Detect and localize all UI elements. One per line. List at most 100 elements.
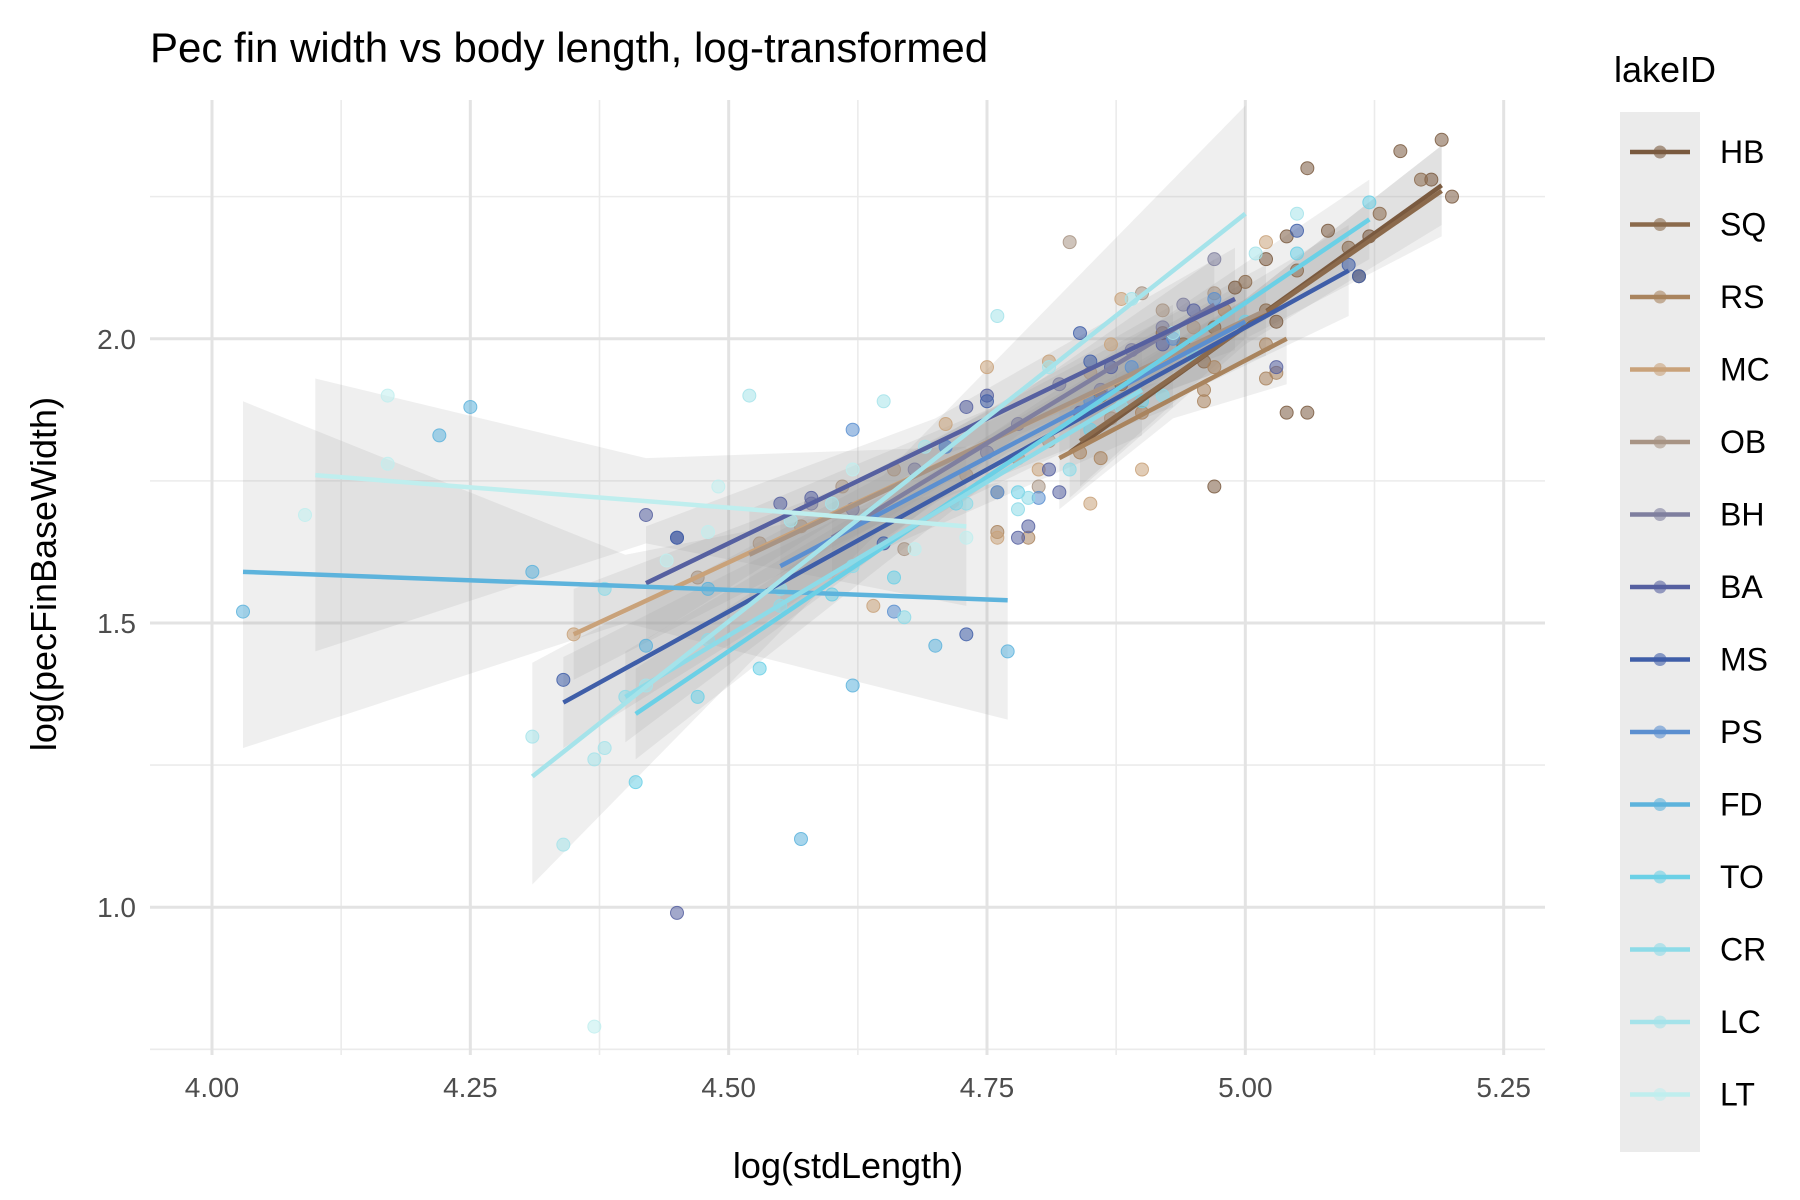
regression-lines xyxy=(242,183,1443,779)
data-point-lc xyxy=(525,729,540,744)
data-point-lt xyxy=(380,456,395,471)
data-point-ps xyxy=(845,422,860,437)
legend-key-point-rs xyxy=(1653,290,1667,304)
data-point-lt xyxy=(959,530,974,545)
x-axis-title: log(stdLength) xyxy=(733,1145,963,1186)
regression-line-to xyxy=(634,217,1371,716)
legend-label-mc: MC xyxy=(1720,352,1770,388)
legend-label-ba: BA xyxy=(1720,569,1763,605)
x-tick-label: 5.00 xyxy=(1218,1072,1273,1103)
data-point-sq xyxy=(1414,172,1428,187)
grid xyxy=(150,100,1545,1055)
data-point-hb xyxy=(1321,223,1335,238)
data-point-mc xyxy=(1083,496,1098,511)
data-point-ba xyxy=(773,496,788,511)
data-point-ps xyxy=(1207,291,1222,306)
data-point-hb xyxy=(1300,161,1315,176)
legend-label-to: TO xyxy=(1720,859,1764,895)
data-point-lt xyxy=(380,388,395,403)
legend-label-lc: LC xyxy=(1720,1004,1761,1040)
data-point-ba xyxy=(1021,519,1036,534)
data-point-ms xyxy=(1290,223,1304,238)
data-point-lc xyxy=(825,496,839,511)
data-point-mc xyxy=(980,360,994,375)
tick-labels: 4.00 4.25 4.50 4.75 5.00 5.25 1.0 1.5 2.0 xyxy=(97,324,1531,1103)
legend-key-point-ps xyxy=(1653,725,1667,739)
confidence-bands xyxy=(243,105,1442,885)
data-point-ms xyxy=(980,394,994,409)
legend-key-background xyxy=(1620,112,1700,1152)
data-point-lc xyxy=(556,837,571,852)
data-point-cr xyxy=(897,610,912,625)
data-point-ms xyxy=(1073,326,1087,341)
legend-key-point-ba xyxy=(1653,580,1667,594)
x-tick-label: 4.50 xyxy=(701,1072,756,1103)
legend-label-fd: FD xyxy=(1720,787,1763,823)
data-point-ba xyxy=(1269,360,1284,375)
legend-label-sq: SQ xyxy=(1720,207,1766,243)
y-tick-label: 1.5 xyxy=(97,608,136,639)
data-point-fd xyxy=(845,678,860,693)
regression-line-rs xyxy=(1058,336,1288,461)
legend-label-ob: OB xyxy=(1720,424,1766,460)
legend-key-point-fd xyxy=(1653,798,1667,811)
legend-key-point-hb xyxy=(1653,145,1667,159)
regression-line-lc xyxy=(530,211,1247,779)
legend-label-cr: CR xyxy=(1720,932,1766,968)
legend: lakeID HB SQ RS MC OB BH BA MS PS FD TO CR LC LT xyxy=(1614,49,1770,1152)
data-point-ps xyxy=(990,485,1005,500)
legend-key-point-sq xyxy=(1653,218,1667,231)
data-point-ba xyxy=(1011,530,1025,545)
data-point-ob xyxy=(1062,235,1077,250)
data-point-lc xyxy=(587,752,602,767)
data-point-lc xyxy=(990,309,1005,324)
regression-line-ps xyxy=(779,319,1247,569)
data-point-fd xyxy=(639,638,653,653)
data-point-ms xyxy=(1352,269,1366,284)
data-point-mc xyxy=(1259,235,1273,250)
data-point-hb xyxy=(1434,132,1449,147)
confidence-band-mc xyxy=(573,304,1173,680)
data-point-lt xyxy=(845,462,860,477)
data-point-cr xyxy=(1011,502,1025,517)
data-point-lt xyxy=(701,525,715,540)
x-tick-label: 4.00 xyxy=(185,1072,240,1103)
legend-label-lt: LT xyxy=(1720,1077,1755,1113)
y-axis-title: log(pecFinBaseWidth) xyxy=(23,397,64,751)
legend-key-point-bh xyxy=(1653,508,1667,521)
data-point-mc xyxy=(866,598,881,613)
data-point-hb xyxy=(1269,314,1284,329)
data-point-ms xyxy=(959,627,974,642)
data-point-fd xyxy=(463,399,478,414)
x-tick-label: 5.25 xyxy=(1476,1072,1531,1103)
data-point-ms xyxy=(556,672,571,687)
data-point-ba xyxy=(959,399,974,414)
data-point-hb xyxy=(1393,144,1408,159)
legend-key-point-lt xyxy=(1653,1088,1667,1101)
data-point-fd xyxy=(236,604,250,619)
data-point-lc xyxy=(1290,206,1304,221)
data-point-to xyxy=(752,661,767,676)
data-point-cr xyxy=(1062,462,1077,477)
data-point-rs xyxy=(1207,360,1222,375)
regression-line-cr xyxy=(624,387,1144,699)
legend-label-ps: PS xyxy=(1720,714,1763,750)
data-point-ms xyxy=(670,530,684,545)
data-point-fd xyxy=(928,638,943,653)
legend-key-point-to xyxy=(1653,870,1667,884)
data-point-lt xyxy=(907,542,922,557)
data-point-lc xyxy=(597,741,612,756)
data-point-hb xyxy=(1279,405,1294,420)
data-point-lt xyxy=(711,479,726,494)
data-point-sq xyxy=(1372,206,1387,221)
data-point-ba xyxy=(639,507,653,522)
legend-key-point-lc xyxy=(1653,1015,1667,1029)
confidence-band-fd xyxy=(243,401,1008,749)
data-point-bh xyxy=(1207,252,1222,267)
confidence-band-rs xyxy=(1059,293,1287,510)
data-point-cr xyxy=(959,496,974,511)
legend-key-point-cr xyxy=(1653,943,1667,956)
legend-title: lakeID xyxy=(1614,49,1716,90)
regression-line-sq xyxy=(1078,189,1443,443)
